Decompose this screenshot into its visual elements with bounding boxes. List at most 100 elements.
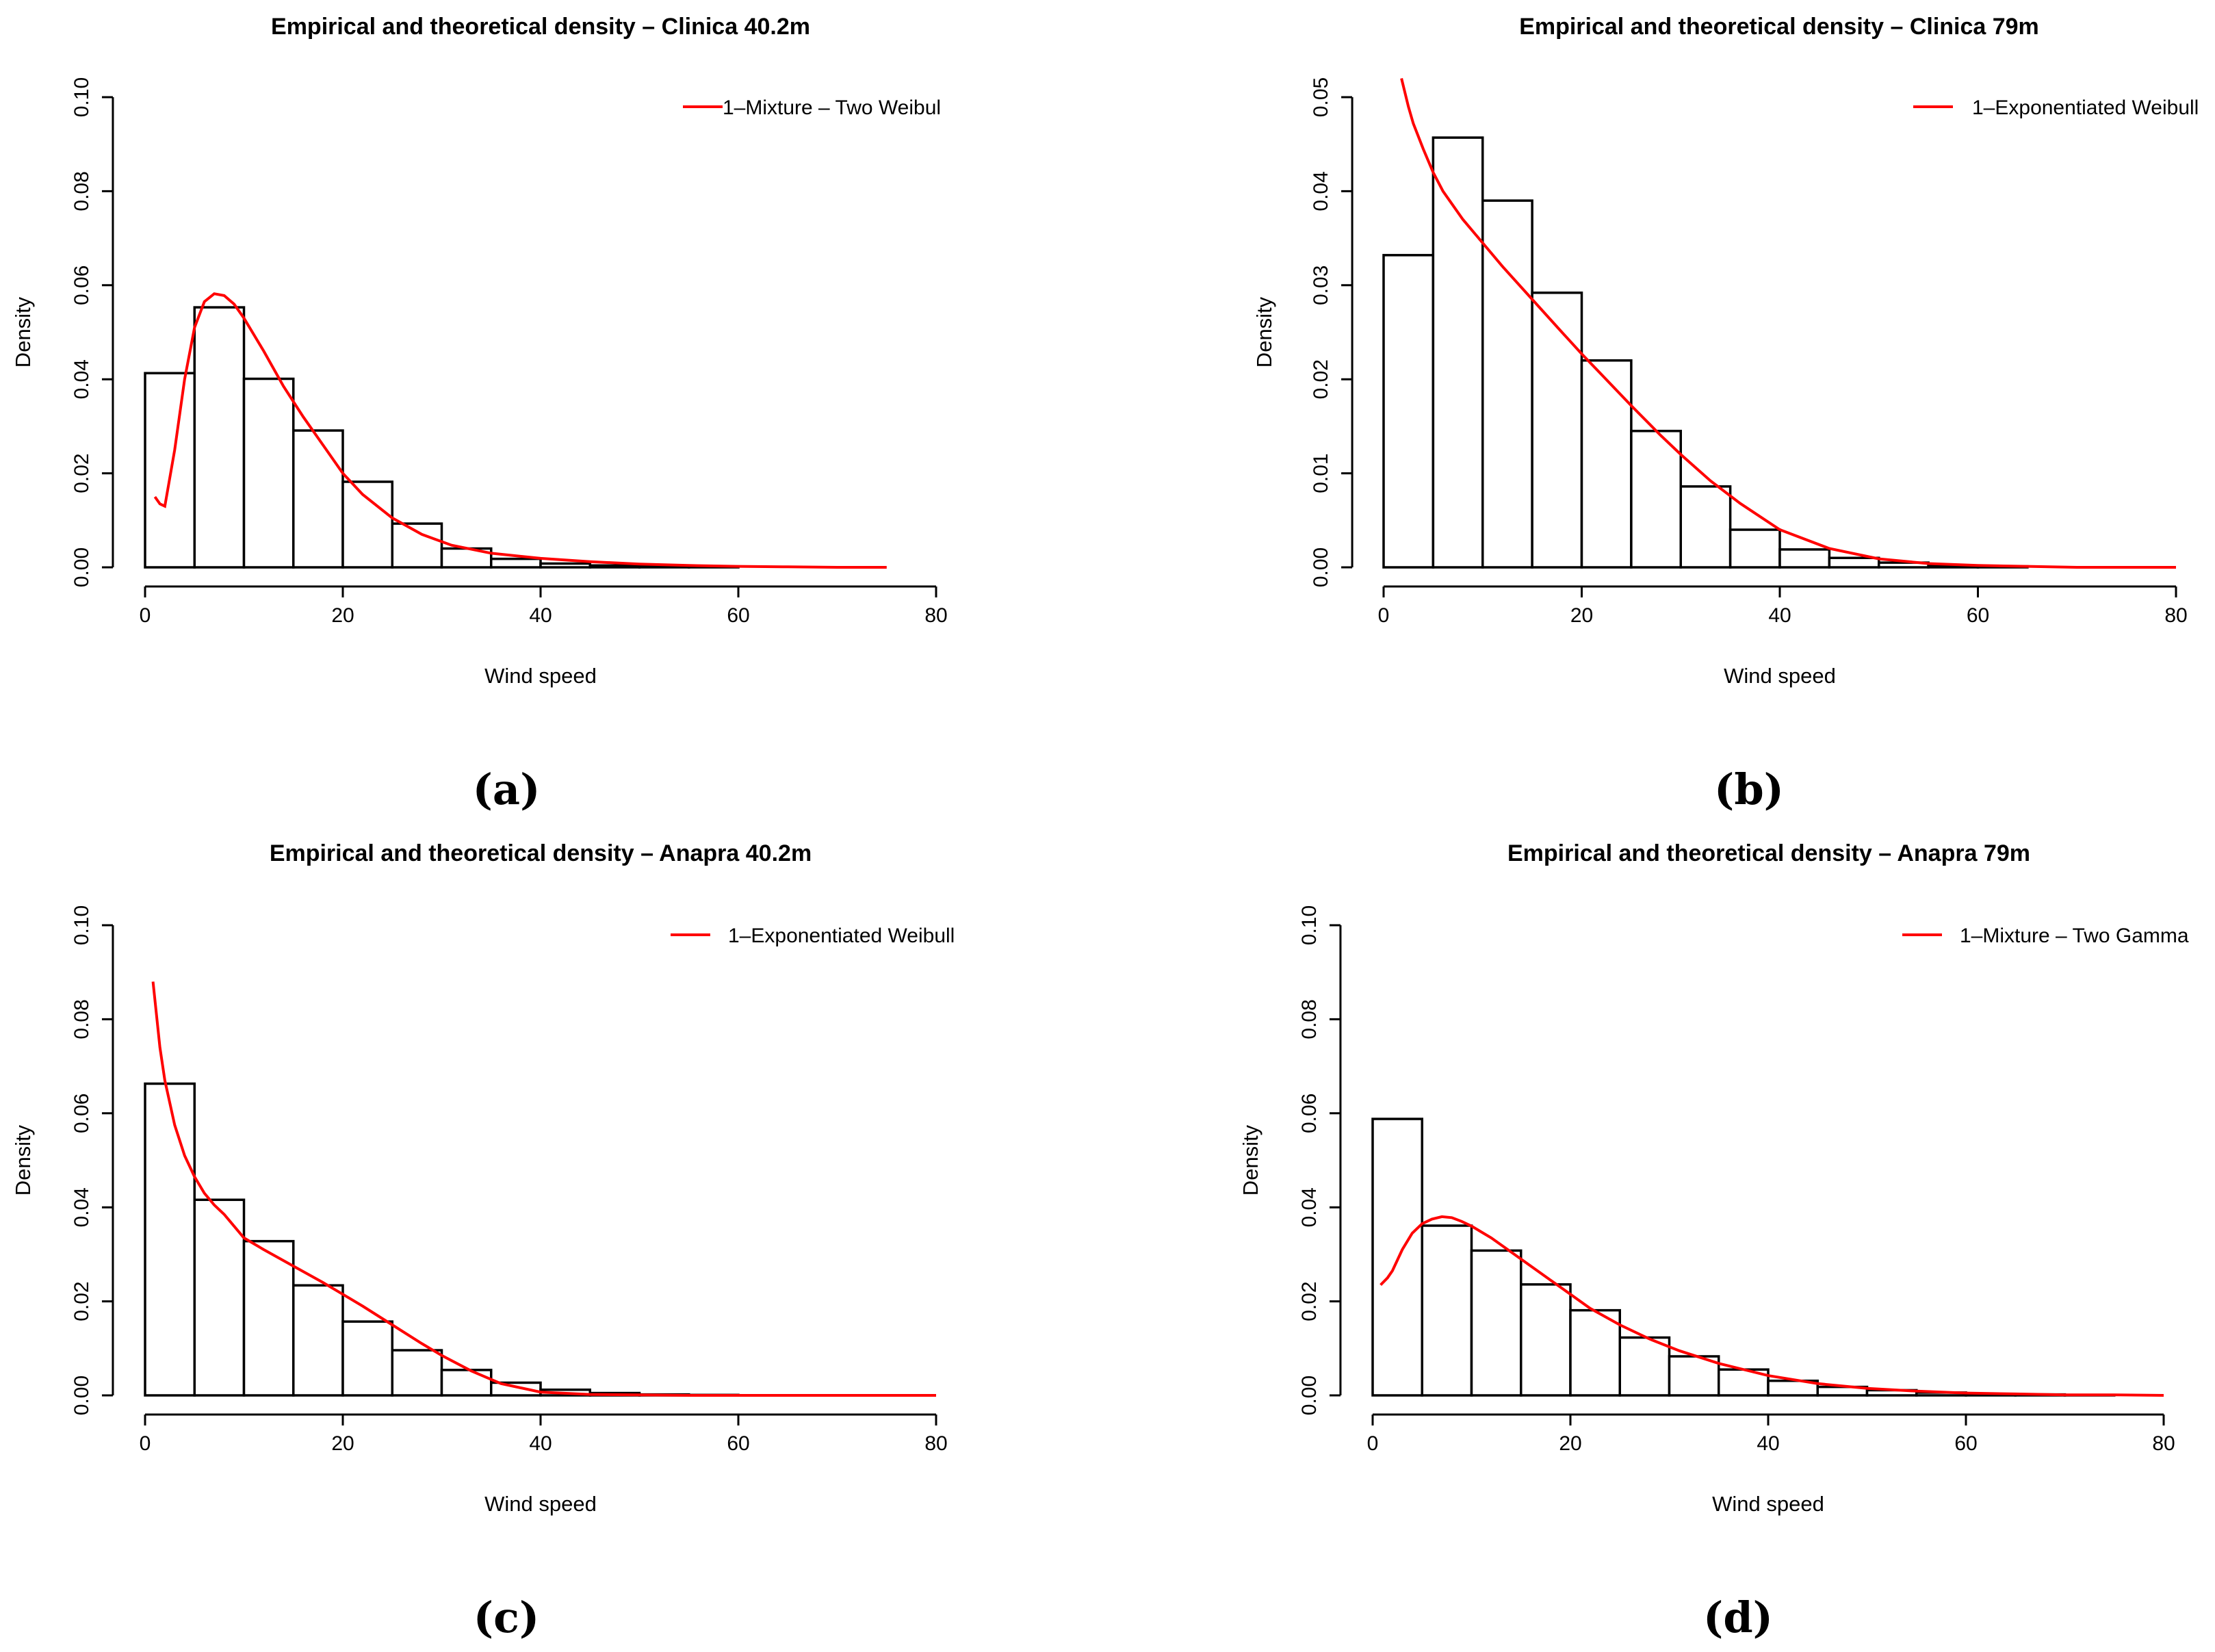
histogram-bar [440,1369,493,1397]
y-tick-label: 0.02 [1298,1281,1321,1321]
y-tick-label: 0.10 [1298,905,1321,945]
x-tick-label: 40 [529,604,552,627]
x-tick-label: 80 [924,604,947,627]
y-axis-label: Density [1252,296,1276,367]
x-tick-label: 20 [331,1432,354,1455]
y-tick-label: 0.10 [70,77,93,117]
histogram-bar [292,1284,344,1397]
x-tick-label: 80 [2164,604,2187,627]
y-axis-label: Density [11,1124,35,1196]
histogram-bar [1618,1336,1671,1397]
panel-label: (a) [473,764,541,814]
chart-title: Empirical and theoretical density – Anap… [1507,840,2030,866]
y-tick-label: 0.05 [1310,77,1332,117]
y-tick-label: 0.08 [70,999,93,1039]
legend-label: 1–Mixture – Two Gamma [1960,925,2189,947]
histogram-bar [490,1381,542,1397]
x-axis-label: Wind speed [484,664,597,688]
chart-panel-a: Empirical and theoretical density – Clin… [11,14,948,814]
y-tick-label: 0.02 [1310,359,1332,399]
histogram-bar [1470,1249,1523,1397]
histogram-bar [144,1082,196,1397]
x-tick-label: 40 [1768,604,1791,627]
x-tick-label: 60 [727,1432,749,1455]
histogram-bar [1520,1283,1572,1397]
chart-panel-c: Empirical and theoretical density – Anap… [11,840,955,1642]
histogram-bar [1382,254,1435,569]
y-tick-label: 0.04 [1298,1187,1321,1227]
y-axis-label: Density [11,296,35,367]
x-axis-label: Wind speed [484,1492,597,1516]
x-tick-label: 0 [1367,1432,1379,1455]
x-tick-label: 0 [1378,604,1390,627]
y-tick-label: 0.00 [70,547,93,587]
y-tick-label: 0.08 [1298,999,1321,1039]
y-axis-label: Density [1239,1124,1262,1196]
y-tick-label: 0.00 [1310,547,1332,587]
histogram-bar [242,1239,295,1397]
histogram-bar [1569,1308,1621,1397]
panel-label: (b) [1714,764,1784,814]
histogram-bar [490,557,542,569]
histogram-bar [341,1320,393,1397]
density-curve [153,292,887,569]
histogram-bar [1432,136,1484,569]
histogram-bar [242,377,295,569]
histogram-bar [1668,1355,1720,1397]
chart-title: Empirical and theoretical density – Clin… [1519,14,2039,40]
histogram-bar [193,1198,246,1397]
y-tick-label: 0.06 [70,266,93,305]
x-tick-label: 20 [1559,1432,1581,1455]
panel-label: (d) [1703,1592,1773,1642]
x-tick-label: 60 [1967,604,1989,627]
y-tick-label: 0.04 [70,359,93,399]
density-curve [1400,78,2176,569]
x-axis-label: Wind speed [1724,664,1836,688]
chart-panel-b: Empirical and theoretical density – Clin… [1252,14,2199,814]
x-tick-label: 20 [331,604,354,627]
y-tick-label: 0.01 [1310,453,1332,493]
histogram-bar [588,564,641,569]
chart-panel-d: Empirical and theoretical density – Anap… [1239,840,2189,1642]
histogram-bar [1421,1224,1473,1397]
histogram-bar [1828,556,1880,569]
x-tick-label: 60 [727,604,749,627]
y-tick-label: 0.06 [70,1094,93,1133]
x-tick-label: 80 [2152,1432,2175,1455]
histogram-bar [1531,292,1583,569]
density-curve [1379,1215,2164,1397]
x-tick-label: 20 [1570,604,1593,627]
y-tick-label: 0.03 [1310,266,1332,305]
x-tick-label: 0 [140,1432,151,1455]
legend-label: 1–Exponentiated Weibull [728,925,955,947]
y-tick-label: 0.06 [1298,1094,1321,1133]
x-tick-label: 40 [529,1432,552,1455]
y-tick-label: 0.02 [70,1281,93,1321]
histogram-bar [1630,430,1682,569]
chart-title: Empirical and theoretical density – Clin… [271,14,810,40]
panel-label: (c) [474,1592,539,1642]
chart-title: Empirical and theoretical density – Anap… [270,840,812,866]
y-tick-label: 0.10 [70,905,93,945]
x-axis-label: Wind speed [1712,1492,1824,1516]
histogram-bar [1679,485,1732,569]
histogram-bar [1481,199,1533,569]
y-tick-label: 0.04 [70,1187,93,1227]
x-tick-label: 0 [140,604,151,627]
y-tick-label: 0.00 [1298,1376,1321,1415]
y-tick-label: 0.00 [70,1376,93,1415]
legend-label: 1–Mixture – Two Weibul [723,96,941,119]
x-tick-label: 40 [1757,1432,1779,1455]
legend-label: 1–Exponentiated Weibull [1972,96,2199,119]
x-tick-label: 60 [1954,1432,1977,1455]
histogram-bar [539,562,591,569]
density-curve [151,981,936,1397]
histogram-bar [391,1349,443,1397]
histogram-bar [193,306,246,569]
y-tick-label: 0.04 [1310,171,1332,211]
histogram-bar [1580,359,1633,569]
y-tick-label: 0.08 [70,171,93,211]
histogram-bar [341,480,393,569]
histogram-bar [292,429,344,569]
